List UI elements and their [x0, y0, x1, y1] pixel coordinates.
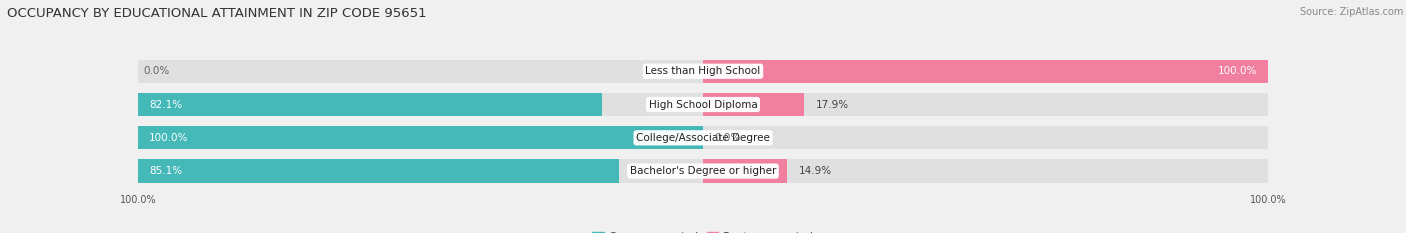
Bar: [138, 93, 1268, 116]
Bar: [703, 93, 804, 116]
Legend: Owner-occupied, Renter-occupied: Owner-occupied, Renter-occupied: [588, 227, 818, 233]
Text: High School Diploma: High School Diploma: [648, 99, 758, 110]
Text: 82.1%: 82.1%: [149, 99, 183, 110]
Text: Source: ZipAtlas.com: Source: ZipAtlas.com: [1299, 7, 1403, 17]
Text: Bachelor's Degree or higher: Bachelor's Degree or higher: [630, 166, 776, 176]
Bar: [703, 159, 787, 183]
Text: Less than High School: Less than High School: [645, 66, 761, 76]
Text: College/Associate Degree: College/Associate Degree: [636, 133, 770, 143]
Text: 0.0%: 0.0%: [143, 66, 170, 76]
Text: 85.1%: 85.1%: [149, 166, 183, 176]
Bar: [138, 126, 703, 149]
Bar: [138, 93, 602, 116]
Text: 100.0%: 100.0%: [149, 133, 188, 143]
Text: OCCUPANCY BY EDUCATIONAL ATTAINMENT IN ZIP CODE 95651: OCCUPANCY BY EDUCATIONAL ATTAINMENT IN Z…: [7, 7, 426, 20]
Bar: [138, 159, 1268, 183]
Bar: [138, 159, 619, 183]
Text: 0.0%: 0.0%: [714, 133, 741, 143]
Bar: [138, 126, 1268, 149]
Bar: [703, 60, 1268, 83]
Text: 100.0%: 100.0%: [1218, 66, 1257, 76]
Bar: [138, 60, 1268, 83]
Text: 14.9%: 14.9%: [799, 166, 831, 176]
Text: 17.9%: 17.9%: [815, 99, 849, 110]
